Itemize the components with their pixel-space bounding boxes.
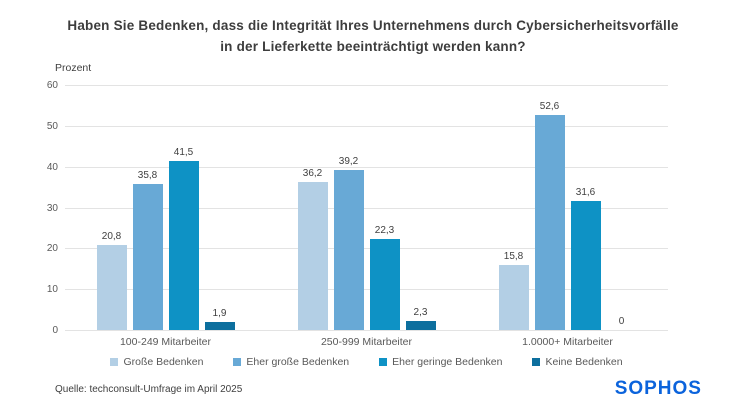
legend-label: Eher geringe Bedenken [392, 356, 503, 368]
bar [498, 265, 529, 330]
bar-wrap: 52,6 [534, 101, 565, 330]
bar [96, 245, 127, 330]
bar [333, 169, 364, 330]
legend-label: Eher große Bedenken [246, 356, 350, 368]
bar [405, 320, 436, 330]
legend-swatch-icon [379, 358, 388, 366]
bar [204, 322, 235, 330]
legend-item: Eher große Bedenken [233, 356, 349, 368]
y-tick-label: 10 [46, 284, 58, 296]
legend-swatch-icon [110, 358, 119, 366]
y-axis-title: Prozent [55, 62, 92, 74]
bar-value-label: 31,6 [575, 186, 596, 198]
bar [297, 182, 328, 330]
x-axis-label-1: 100-249 Mitarbeiter [119, 336, 212, 348]
bar-wrap: 39,2 [333, 155, 364, 330]
bar-value-label: 1,9 [212, 308, 227, 320]
y-tick-label: 40 [46, 161, 58, 173]
source-note: Quelle: techconsult-Umfrage im April 202… [55, 384, 243, 395]
bar-value-label: 35,8 [137, 169, 158, 181]
bar-value-label: 41,5 [173, 146, 194, 158]
legend-label: Keine Bedenken [545, 356, 623, 368]
bar-value-label: 2,3 [413, 306, 428, 318]
plot-area: 0 10 20 30 40 50 60 20,8 35,8 41,5 1,9 36,2 39,2 22,3… [47, 80, 668, 336]
bar-value-label: 15,8 [503, 251, 524, 263]
gridline-y-50 [65, 125, 668, 127]
bar-wrap: 1,9 [204, 308, 235, 330]
bar-group-3: 15,8 52,6 31,6 0 [467, 85, 668, 330]
chart-title: Haben Sie Bedenken, dass die Integrität … [23, 15, 723, 57]
bar-wrap: 31,6 [570, 186, 601, 330]
legend-swatch-icon [233, 358, 242, 366]
bar-value-label: 36,2 [302, 168, 323, 180]
x-axis-labels: 100-249 Mitarbeiter 250-999 Mitarbeiter 1.… [65, 336, 668, 350]
bar [534, 115, 565, 330]
y-tick-label: 0 [52, 325, 58, 336]
bar-wrap: 22,3 [369, 224, 400, 330]
legend-item: Keine Bedenken [532, 356, 623, 368]
bar-wrap: 36,2 [297, 168, 328, 330]
bar [132, 183, 163, 330]
bar-wrap: 35,8 [132, 169, 163, 330]
bar-wrap: 0 [607, 316, 637, 330]
gridline-y-30 [65, 207, 668, 209]
y-tick-label: 60 [46, 80, 58, 91]
x-axis-label-3: 1.0000+ Mitarbeiter [522, 336, 613, 348]
y-tick-label: 50 [46, 120, 58, 132]
legend-swatch-icon [532, 358, 541, 366]
y-tick-label: 20 [46, 243, 58, 255]
bar-wrap: 41,5 [168, 146, 199, 330]
gridline-y-0 [65, 330, 668, 331]
chart-title-line2: in der Lieferkette beeinträchtigt werden… [220, 39, 526, 54]
legend: Große Bedenken Eher große Bedenken Eher ge… [65, 356, 668, 368]
bar-group-1: 20,8 35,8 41,5 1,9 [65, 85, 266, 330]
bar-value-label: 0 [618, 316, 625, 327]
bar [168, 160, 199, 330]
bar-value-label: 22,3 [374, 224, 395, 236]
bar-value-label: 39,2 [338, 155, 359, 167]
bar-wrap: 15,8 [498, 251, 529, 330]
bar-wrap: 2,3 [405, 306, 436, 330]
bar-value-label: 20,8 [101, 231, 122, 243]
bar-value-label: 52,6 [539, 101, 560, 113]
legend-item: Eher geringe Bedenken [379, 356, 502, 368]
bar-wrap: 20,8 [96, 231, 127, 330]
gridline-y-60 [65, 85, 668, 86]
legend-label: Große Bedenken [123, 356, 204, 368]
sophos-logo: SOPHOS [614, 378, 702, 399]
gridline-y-10 [65, 289, 668, 291]
bar [570, 200, 601, 330]
gridline-y-20 [65, 248, 668, 250]
x-axis-label-2: 250-999 Mitarbeiter [320, 336, 413, 348]
legend-item: Große Bedenken [110, 356, 203, 368]
bar-group-2: 36,2 39,2 22,3 2,3 [266, 85, 467, 330]
y-tick-label: 30 [46, 202, 58, 214]
chart-title-line1: Haben Sie Bedenken, dass die Integrität … [67, 18, 679, 33]
gridline-y-40 [65, 166, 668, 168]
bar [369, 238, 400, 330]
